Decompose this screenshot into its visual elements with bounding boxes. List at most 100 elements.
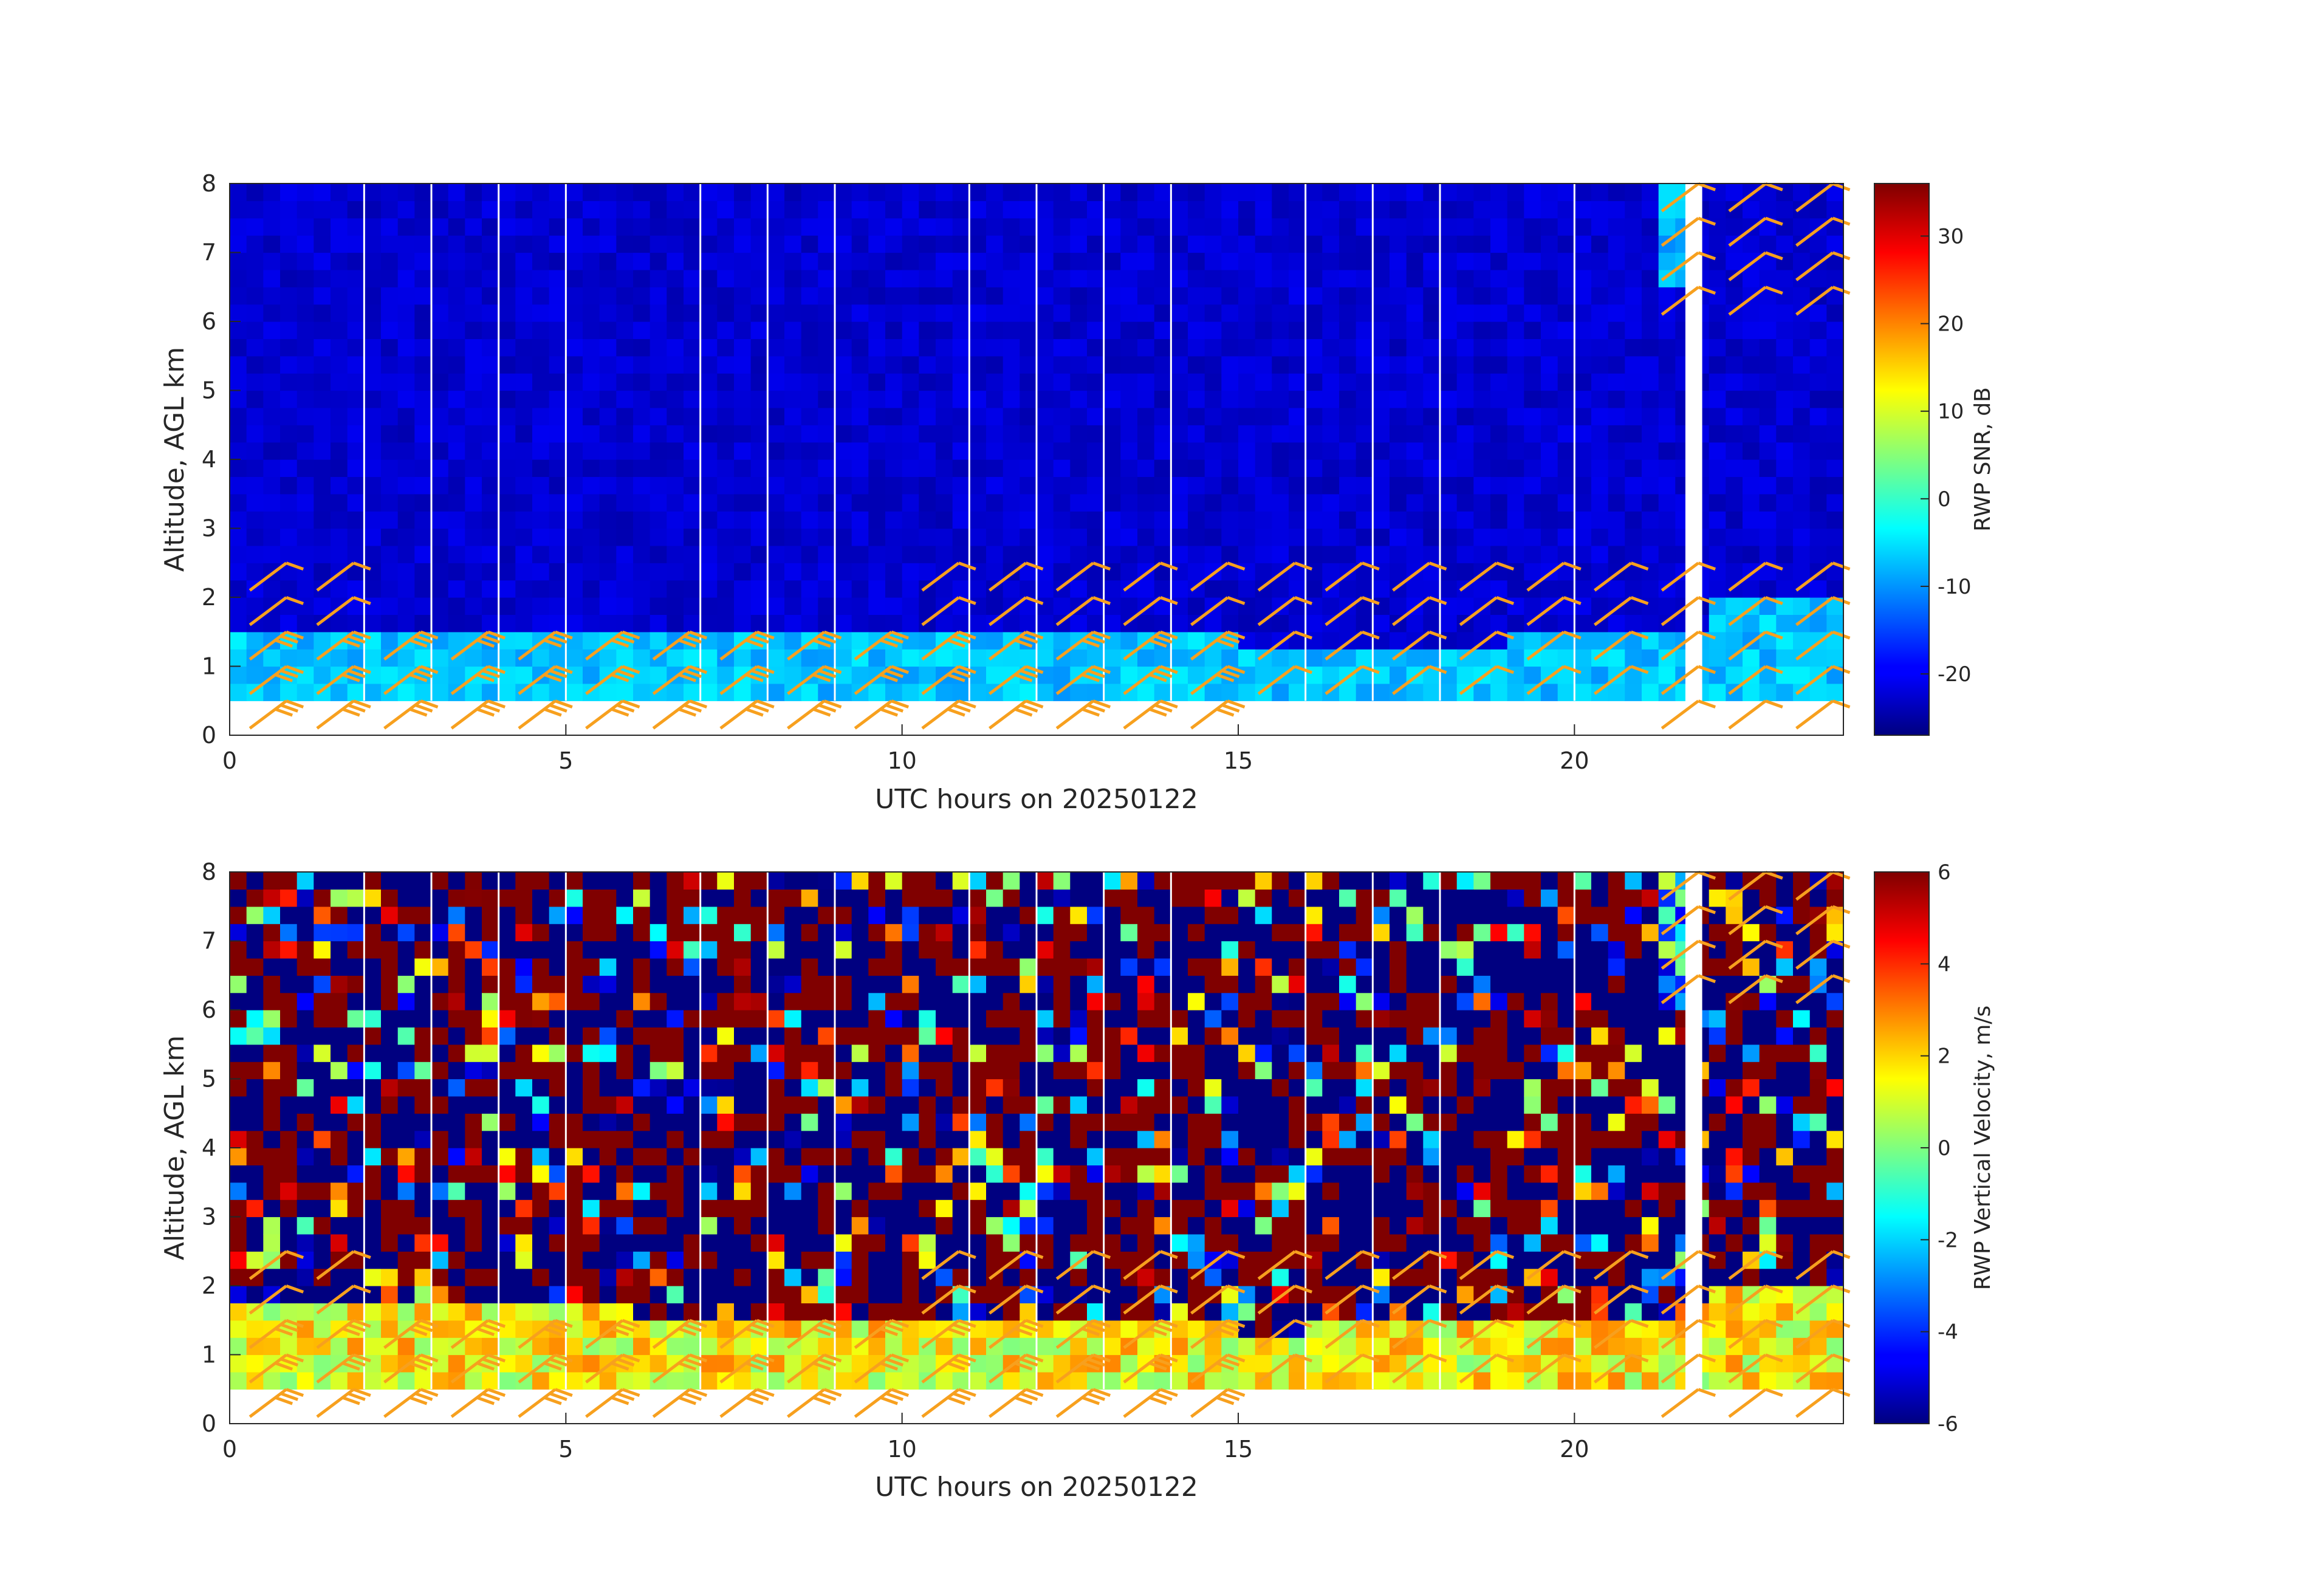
- snr-heatmap-cell: [1171, 304, 1188, 322]
- snr-heatmap-cell: [1557, 373, 1575, 391]
- vv-heatmap-cell: [969, 1165, 987, 1183]
- snr-heatmap-cell: [1709, 649, 1726, 667]
- snr-heatmap-cell: [448, 666, 465, 684]
- snr-heatmap-cell: [835, 511, 852, 529]
- vv-heatmap-cell: [599, 1268, 617, 1286]
- snr-heatmap-cell: [566, 459, 583, 477]
- snr-heatmap-cell: [1255, 218, 1272, 236]
- snr-heatmap-cell: [263, 218, 281, 236]
- snr-heatmap-cell: [885, 338, 903, 357]
- snr-heatmap-cell: [414, 304, 432, 322]
- vv-heatmap-cell: [851, 1216, 869, 1235]
- snr-heatmap-cell: [1524, 666, 1541, 684]
- snr-heatmap-cell: [414, 476, 432, 495]
- snr-heatmap-cell: [1272, 442, 1289, 460]
- vv-heatmap-cell: [263, 1079, 281, 1097]
- snr-heatmap-cell: [263, 580, 281, 598]
- vv-heatmap-cell: [599, 1216, 617, 1235]
- snr-heatmap-cell: [1406, 649, 1424, 667]
- snr-heatmap-cell: [750, 218, 768, 236]
- vv-heatmap-cell: [835, 1027, 852, 1045]
- vv-heatmap-cell: [986, 941, 1004, 959]
- vv-heatmap-cell: [1221, 1010, 1239, 1027]
- vv-heatmap-cell: [1087, 975, 1105, 993]
- vv-heatmap-cell: [1087, 1027, 1105, 1045]
- vv-heatmap-cell: [364, 1320, 382, 1338]
- snr-heatmap-cell: [1238, 184, 1256, 201]
- snr-heatmap-cell: [616, 218, 634, 236]
- snr-heatmap-cell: [1238, 683, 1256, 701]
- snr-heatmap-cell: [750, 476, 768, 495]
- vv-heatmap-cell: [549, 872, 566, 890]
- vv-heatmap-cell: [414, 1079, 432, 1097]
- snr-heatmap-cell: [969, 304, 987, 322]
- vv-heatmap-cell: [1305, 1268, 1323, 1286]
- vv-heatmap-cell: [885, 1182, 903, 1200]
- snr-heatmap-cell: [230, 649, 247, 667]
- snr-heatmap-cell: [280, 201, 298, 219]
- vv-heatmap-cell: [851, 975, 869, 993]
- snr-heatmap-cell: [1238, 390, 1256, 408]
- vv-heatmap-cell: [734, 1010, 752, 1027]
- vv-heatmap-cell: [1188, 958, 1205, 976]
- snr-heatmap-cell: [1255, 511, 1272, 529]
- vv-heatmap-cell: [784, 1182, 802, 1200]
- snr-heatmap-cell: [599, 201, 617, 219]
- snr-heatmap-cell: [1339, 269, 1357, 287]
- snr-heatmap-cell: [684, 407, 701, 425]
- vv-heatmap-cell: [919, 1286, 936, 1303]
- vv-heatmap-cell: [1053, 1027, 1071, 1045]
- vv-heatmap-cell: [1037, 1148, 1054, 1165]
- snr-heatmap-cell: [902, 459, 919, 477]
- snr-heatmap-cell: [1171, 631, 1188, 650]
- vv-heatmap-cell: [1255, 1182, 1272, 1200]
- vv-heatmap-cell: [1171, 1216, 1188, 1235]
- snr-heatmap-cell: [1726, 373, 1743, 391]
- snr-heatmap-cell: [1658, 373, 1676, 391]
- snr-heatmap-cell: [1726, 631, 1743, 650]
- vv-heatmap-cell: [801, 1268, 818, 1286]
- vv-heatmap-cell: [1305, 1354, 1323, 1373]
- snr-heatmap-cell: [1423, 442, 1441, 460]
- vv-heatmap-cell: [1020, 906, 1037, 924]
- vv-heatmap-cell: [1204, 1182, 1222, 1200]
- vv-heatmap-cell: [767, 992, 785, 1010]
- snr-heatmap-cell: [599, 545, 617, 563]
- snr-heatmap-cell: [1171, 355, 1188, 374]
- snr-heatmap-cell: [1188, 476, 1205, 495]
- snr-heatmap-cell: [1272, 580, 1289, 598]
- snr-heatmap-cell: [263, 355, 281, 374]
- snr-heatmap-cell: [1053, 597, 1071, 615]
- snr-heatmap-cell: [969, 649, 987, 667]
- snr-heatmap-cell: [1759, 614, 1777, 633]
- snr-heatmap-cell: [515, 580, 533, 598]
- snr-heatmap-cell: [599, 338, 617, 357]
- snr-wind-barb: [1526, 561, 1582, 592]
- vv-heatmap-cell: [767, 958, 785, 976]
- vv-heatmap-cell: [767, 1268, 785, 1286]
- snr-heatmap-cell: [331, 683, 348, 701]
- snr-heatmap-cell: [532, 373, 550, 391]
- snr-heatmap-cell: [1103, 390, 1121, 408]
- vv-heatmap-cell: [1120, 1130, 1138, 1148]
- snr-wind-barb: [249, 630, 304, 661]
- vv-heatmap-cell: [734, 975, 752, 993]
- snr-heatmap-cell: [230, 563, 247, 581]
- snr-heatmap-cell: [1339, 459, 1357, 477]
- snr-heatmap-cell: [1608, 545, 1625, 563]
- vv-heatmap-cell: [296, 1079, 314, 1097]
- vv-heatmap-cell: [801, 1337, 818, 1356]
- vv-heatmap-cell: [1238, 1010, 1256, 1027]
- snr-heatmap-cell: [1440, 614, 1458, 633]
- snr-heatmap-cell: [1776, 407, 1794, 425]
- snr-heatmap-cell: [1339, 683, 1357, 701]
- vv-heatmap-cell: [1003, 958, 1020, 976]
- snr-heatmap-cell: [364, 476, 382, 495]
- snr-heatmap-cell: [1137, 614, 1155, 633]
- snr-heatmap-cell: [1087, 545, 1105, 563]
- vv-heatmap-cell: [835, 992, 852, 1010]
- snr-heatmap-cell: [1037, 597, 1054, 615]
- vv-heatmap-cell: [633, 1337, 651, 1356]
- vv-heatmap-cell: [650, 1268, 667, 1286]
- snr-heatmap-cell: [566, 321, 583, 339]
